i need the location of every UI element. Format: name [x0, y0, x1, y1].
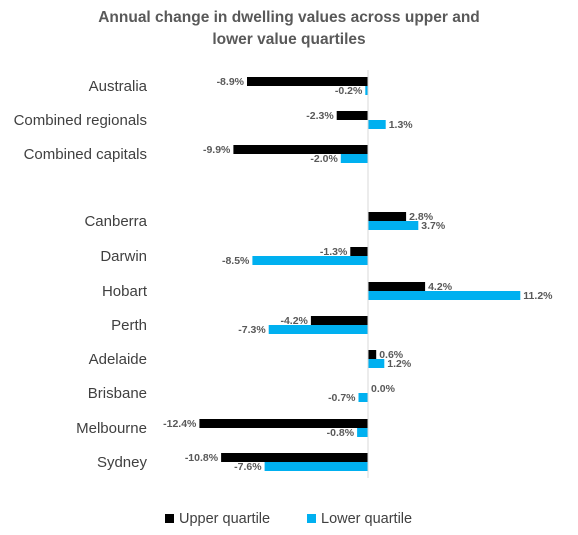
data-label-lower-quartile-hobart: 11.2% — [523, 290, 553, 302]
data-label-upper-quartile-adelaide: 0.6% — [379, 349, 404, 361]
data-label-lower-quartile-canberra: 3.7% — [421, 220, 446, 232]
category-label-brisbane: Brisbane — [88, 385, 147, 402]
data-label-upper-quartile-sydney: -10.8% — [185, 452, 219, 464]
bar-upper-quartile-perth — [310, 316, 368, 325]
category-label-sydney: Sydney — [97, 454, 148, 471]
bar-upper-quartile-combined-capitals — [233, 145, 368, 154]
bar-lower-quartile-perth — [268, 325, 368, 334]
category-label-combined-capitals: Combined capitals — [24, 146, 147, 163]
bar-upper-quartile-canberra — [368, 212, 407, 221]
legend-label-lower-quartile: Lower quartile — [321, 511, 412, 527]
data-label-lower-quartile-combined-capitals: -2.0% — [310, 153, 338, 165]
category-label-adelaide: Adelaide — [89, 351, 147, 368]
bar-lower-quartile-brisbane — [358, 393, 368, 402]
bar-lower-quartile-combined-regionals — [368, 120, 386, 129]
data-label-lower-quartile-melbourne: -0.8% — [327, 427, 355, 439]
category-label-hobart: Hobart — [102, 283, 148, 300]
legend: Upper quartile Lower quartile — [165, 511, 412, 527]
data-label-lower-quartile-adelaide: 1.2% — [387, 358, 412, 370]
category-label-australia: Australia — [89, 78, 148, 95]
category-label-canberra: Canberra — [84, 213, 147, 230]
bar-upper-quartile-combined-regionals — [336, 111, 368, 120]
data-label-upper-quartile-perth: -4.2% — [280, 315, 308, 327]
plot-area: Australia Combined regionals Combined capi… — [14, 70, 553, 478]
category-label-perth: Perth — [111, 317, 147, 334]
category-label-melbourne: Melbourne — [76, 420, 147, 437]
bar-upper-quartile-darwin — [350, 247, 368, 256]
category-label-combined-regionals: Combined regionals — [14, 112, 147, 129]
data-label-lower-quartile-brisbane: -0.7% — [328, 392, 356, 404]
data-label-lower-quartile-darwin: -8.5% — [222, 255, 250, 267]
bar-upper-quartile-adelaide — [368, 350, 377, 359]
data-label-lower-quartile-combined-regionals: 1.3% — [389, 119, 414, 131]
data-label-lower-quartile-australia: -0.2% — [335, 85, 363, 97]
bar-upper-quartile-australia — [247, 77, 368, 86]
bar-lower-quartile-australia — [365, 86, 368, 95]
chart-title-line-1: Annual change in dwelling values across … — [98, 9, 480, 26]
bar-lower-quartile-sydney — [264, 462, 368, 471]
legend-swatch-upper-quartile — [165, 514, 174, 523]
data-label-upper-quartile-melbourne: -12.4% — [163, 418, 197, 430]
bar-lower-quartile-combined-capitals — [340, 154, 368, 163]
bar-upper-quartile-hobart — [368, 282, 426, 291]
chart-title-line-2: lower value quartiles — [212, 31, 365, 48]
bar-lower-quartile-adelaide — [368, 359, 385, 368]
category-label-darwin: Darwin — [100, 248, 147, 265]
bar-lower-quartile-hobart — [368, 291, 521, 300]
bar-upper-quartile-sydney — [221, 453, 368, 462]
data-label-upper-quartile-combined-capitals: -9.9% — [203, 144, 231, 156]
data-label-upper-quartile-combined-regionals: -2.3% — [306, 110, 334, 122]
bar-lower-quartile-melbourne — [357, 428, 368, 437]
data-label-upper-quartile-australia: -8.9% — [217, 76, 245, 88]
bar-lower-quartile-canberra — [368, 221, 419, 230]
data-label-upper-quartile-darwin: -1.3% — [320, 246, 348, 258]
legend-swatch-lower-quartile — [307, 514, 316, 523]
data-label-upper-quartile-brisbane: 0.0% — [371, 383, 396, 395]
bar-lower-quartile-darwin — [252, 256, 368, 265]
bar-upper-quartile-melbourne — [199, 419, 368, 428]
data-label-upper-quartile-hobart: 4.2% — [428, 281, 453, 293]
data-label-lower-quartile-sydney: -7.6% — [234, 461, 262, 473]
data-label-upper-quartile-canberra: 2.8% — [409, 211, 434, 223]
legend-label-upper-quartile: Upper quartile — [179, 511, 270, 527]
data-label-lower-quartile-perth: -7.3% — [238, 324, 266, 336]
